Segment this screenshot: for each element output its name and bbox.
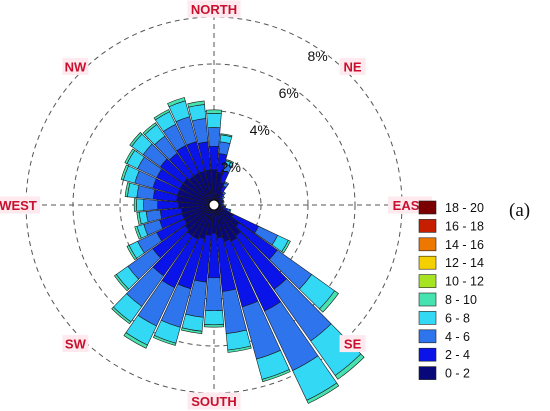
rose-bar-230-bin-4: [113, 274, 130, 292]
legend-swatch: [418, 200, 437, 215]
rose-bar-200-bin-4: [152, 334, 177, 346]
ring-label: 2%: [221, 159, 241, 175]
rose-bar-0-bin-4: [206, 109, 222, 114]
direction-label-text: SOUTH: [191, 394, 237, 409]
ring-label: 6%: [279, 85, 299, 101]
legend-label: 12 - 14: [445, 256, 484, 270]
center-layer: [208, 199, 220, 211]
rose-bar-20-bin-4: [225, 159, 234, 164]
direction-label-text: WEST: [0, 198, 37, 213]
direction-label-text: SW: [65, 337, 87, 352]
legend-label: 16 - 18: [445, 219, 484, 233]
legend-label: 18 - 20: [445, 201, 484, 215]
legend-swatch: [418, 347, 437, 362]
rose-bar-290-bin-4: [120, 164, 129, 181]
legend-label: 10 - 12: [445, 275, 484, 289]
rose-bar-10-bin-2: [218, 141, 231, 156]
ring-label: 8%: [308, 48, 328, 64]
rose-bar-160-bin-4: [261, 369, 291, 383]
direction-label-west: WEST: [0, 196, 40, 214]
direction-label-text: NW: [65, 59, 87, 74]
rose-bar-0-bin-1: [208, 145, 220, 171]
calm-center: [208, 199, 220, 211]
legend-swatch: [418, 219, 437, 233]
rose-bar-0-bin-2: [207, 127, 221, 147]
rose-bar-70-bin-2: [222, 200, 225, 203]
rose-bar-180-bin-4: [203, 324, 225, 328]
legend-swatch: [418, 366, 437, 380]
direction-label-text: SE: [344, 337, 362, 352]
bars-layer: [111, 97, 365, 404]
legend-label: 6 - 8: [445, 311, 470, 325]
rose-bar-270-bin-2: [143, 199, 159, 211]
rose-bar-0-bin-3: [206, 113, 222, 129]
rose-bar-300-bin-4: [124, 148, 136, 165]
direction-label-text: NE: [344, 59, 362, 74]
rose-bar-350-bin-4: [187, 100, 205, 108]
direction-label-nw: NW: [62, 57, 89, 75]
rose-bar-180-bin-3: [204, 310, 224, 326]
rose-bar-170-bin-4: [227, 345, 252, 353]
rose-bar-120-bin-4: [281, 239, 291, 254]
direction-label-box: [187, 392, 241, 410]
rose-bar-30-bin-3: [224, 181, 230, 186]
rose-bar-130-bin-4: [318, 290, 339, 313]
rose-bar-50-bin-2: [221, 195, 225, 200]
ring-label: 4%: [250, 122, 270, 138]
direction-label-box: [187, 0, 241, 18]
legend-label: 0 - 2: [445, 367, 470, 381]
direction-label-box: [62, 335, 89, 353]
rose-bar-210-bin-4: [123, 332, 148, 349]
rose-bar-260-bin-4: [136, 211, 142, 225]
rose-bar-320-bin-4: [142, 122, 158, 136]
direction-label-box: [339, 335, 366, 353]
legend-swatch: [418, 292, 437, 307]
panel-label: (a): [509, 200, 531, 221]
rose-bar-240-bin-4: [126, 244, 138, 261]
rose-bar-220-bin-4: [111, 306, 132, 325]
rose-bar-40-bin-2: [221, 191, 226, 196]
rose-bar-10-bin-4: [220, 133, 233, 138]
direction-label-se: SE: [339, 335, 366, 353]
direction-label-text: NORTH: [191, 2, 237, 17]
rose-bar-340-bin-4: [167, 97, 186, 108]
legend-swatch: [418, 237, 437, 252]
legend-label: 8 - 10: [445, 293, 477, 307]
rose-bar-270-bin-1: [157, 200, 180, 210]
rose-bar-140-bin-4: [334, 353, 365, 380]
rose-bar-310-bin-4: [129, 131, 143, 147]
rose-bar-190-bin-4: [181, 327, 203, 335]
direction-label-south: SOUTH: [187, 392, 241, 410]
direction-label-north: NORTH: [187, 0, 241, 18]
rose-bar-250-bin-4: [134, 225, 142, 240]
rose-bar-280-bin-4: [124, 182, 131, 198]
rose-bar-270-bin-4: [133, 198, 138, 212]
legend-swatch: [418, 329, 437, 344]
legend-label: 2 - 4: [445, 348, 470, 362]
rose-bar-330-bin-4: [153, 109, 171, 121]
direction-label-box: [62, 57, 89, 75]
legend: 18 - 20 16 - 18 14 - 16 12 - 14 10 - 12 8 - 1…: [418, 200, 484, 381]
legend-label: 4 - 6: [445, 330, 470, 344]
rose-bar-180-bin-2: [205, 277, 223, 312]
direction-label-box: [339, 57, 366, 75]
direction-label-ne: NE: [339, 57, 366, 75]
legend-swatch: [418, 255, 437, 270]
rose-bar-150-bin-4: [306, 382, 340, 404]
legend-label: 14 - 16: [445, 238, 484, 252]
legend-swatch: [418, 274, 437, 288]
rose-bar-270-bin-3: [136, 198, 145, 212]
legend-swatch: [418, 311, 437, 325]
direction-label-sw: SW: [62, 335, 89, 353]
direction-label-box: [0, 196, 40, 214]
